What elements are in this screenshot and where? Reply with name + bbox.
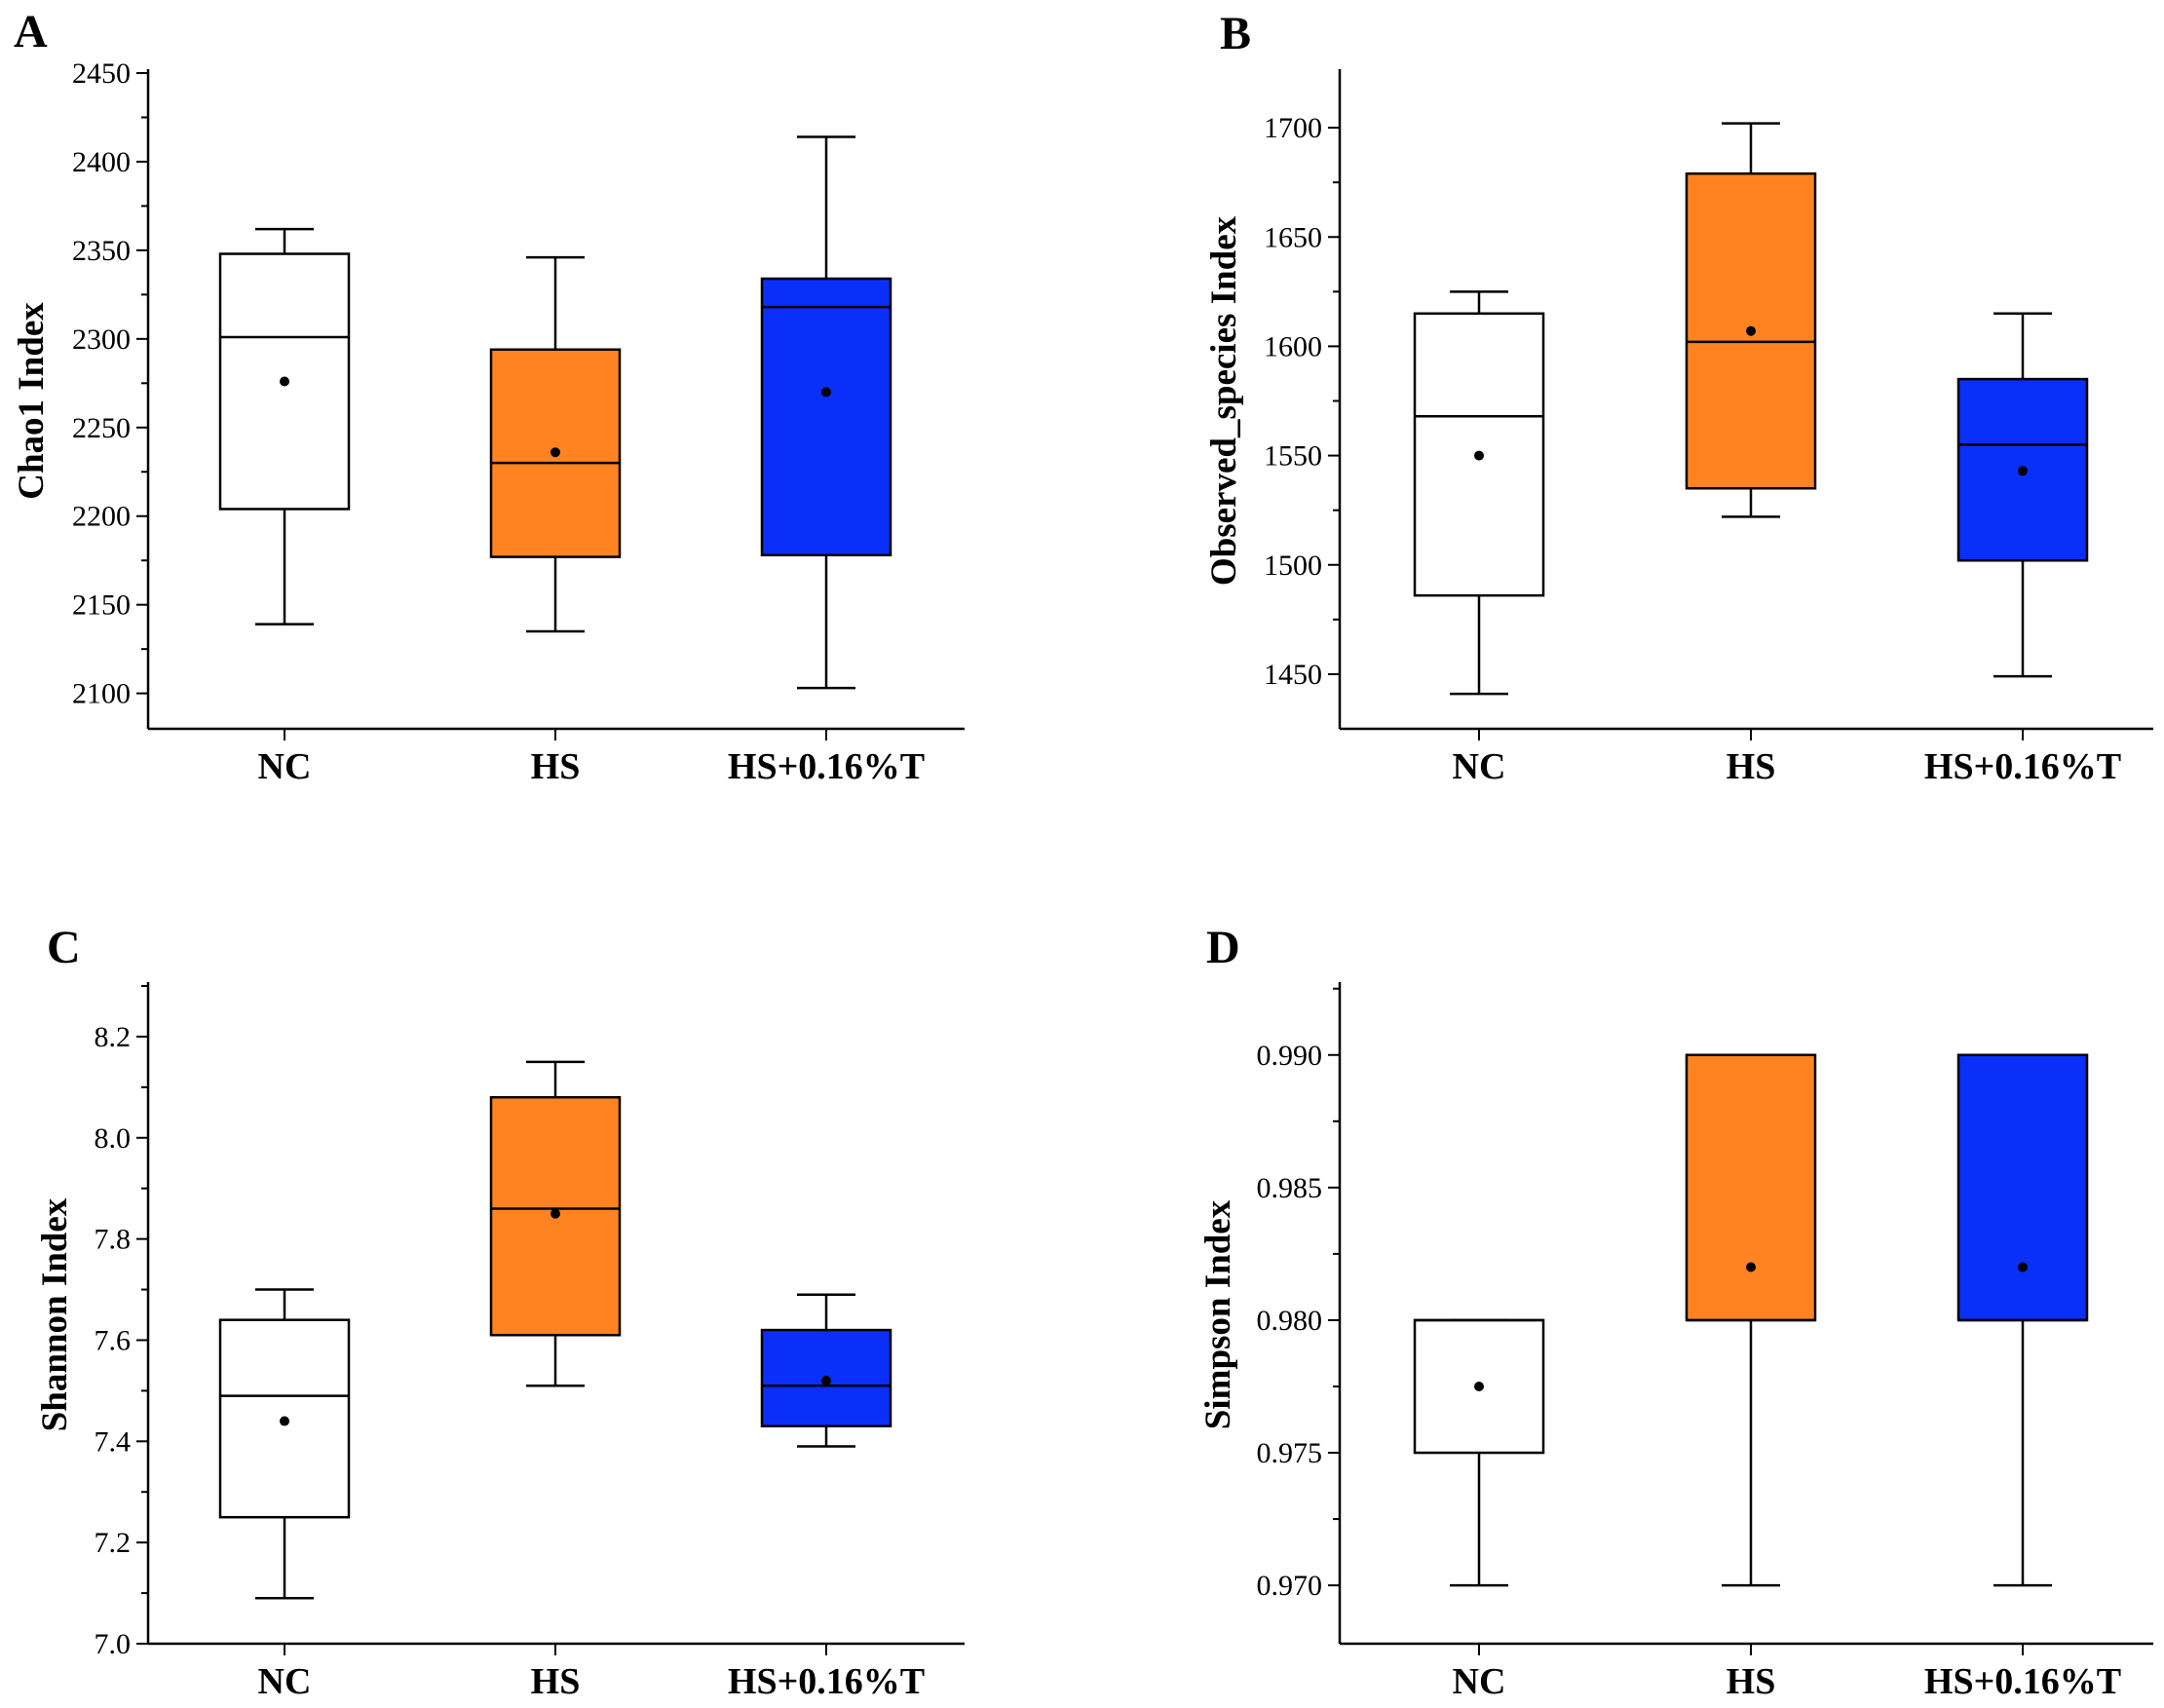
y-tick-label: 7.8 xyxy=(95,1224,132,1256)
y-axis-label: Shannon Index xyxy=(35,1197,75,1431)
y-tick-label: 2150 xyxy=(72,589,131,622)
y-tick-label: 0.980 xyxy=(1257,1305,1323,1337)
y-tick-label: 2300 xyxy=(72,323,131,356)
panel-b: B 1450 1500 1550 1600 1650 1700 Observed_specie… xyxy=(1204,8,2153,787)
box-hs-0-16-t xyxy=(1956,312,2089,678)
iqr-box xyxy=(760,277,892,556)
x-tick-label: HS xyxy=(1727,1661,1776,1702)
mean-point xyxy=(1474,450,1484,461)
box-hs xyxy=(489,1060,622,1387)
y-tick-label: 7.4 xyxy=(95,1425,132,1458)
mean-point xyxy=(1474,1381,1484,1391)
box-hs xyxy=(1685,122,1817,518)
box-nc xyxy=(1413,1318,1545,1587)
mean-point xyxy=(280,1416,289,1426)
y-tick-label: 1600 xyxy=(1264,330,1322,362)
mean-point xyxy=(2018,1262,2028,1272)
mean-point xyxy=(550,1208,560,1219)
y-tick-label: 0.970 xyxy=(1257,1570,1323,1602)
box-nc xyxy=(218,227,351,626)
y-tick-label: 2350 xyxy=(72,235,131,267)
x-tick-label: NC xyxy=(1453,1661,1506,1702)
iqr-box xyxy=(1685,1053,1817,1322)
x-tick-label: HS+0.16%T xyxy=(1924,746,2121,787)
iqr-box xyxy=(1956,1053,2089,1322)
y-axis-label: Chao1 Index xyxy=(12,302,52,500)
panel-c: C 7.0 7.2 7.4 7.6 7.8 8.0 8.2 Shannon Index NC HS H… xyxy=(35,922,965,1702)
x-tick-label: HS xyxy=(531,746,581,787)
mean-point xyxy=(821,1376,831,1385)
y-axis-label: Simpson Index xyxy=(1198,1199,1238,1429)
y-tick-label: 8.0 xyxy=(95,1122,132,1155)
x-tick-label: NC xyxy=(1453,746,1506,787)
x-tick-label: NC xyxy=(258,746,312,787)
mean-point xyxy=(2018,466,2028,476)
y-tick-label: 2200 xyxy=(72,501,131,533)
x-tick-label: HS xyxy=(1727,746,1776,787)
mean-point xyxy=(821,387,831,398)
panel-d: D 0.970 0.975 0.980 0.985 0.990 Simpson Index N… xyxy=(1198,922,2153,1702)
y-tick-label: 1650 xyxy=(1264,221,1322,253)
mean-point xyxy=(1746,325,1756,336)
y-tick-label: 0.985 xyxy=(1257,1172,1323,1204)
panel-letter: D xyxy=(1206,922,1240,973)
panel-letter: C xyxy=(47,922,81,973)
box-nc xyxy=(1413,290,1545,696)
y-tick-label: 1500 xyxy=(1264,550,1322,582)
box-hs-0-16-t xyxy=(760,135,892,690)
mean-point xyxy=(1746,1262,1756,1272)
box-hs-0-16-t xyxy=(1956,1053,2089,1587)
panel-letter: B xyxy=(1220,8,1251,59)
y-tick-label: 2250 xyxy=(72,412,131,444)
panel-letter: A xyxy=(14,6,48,57)
y-tick-label: 2400 xyxy=(72,146,131,178)
y-tick-label: 8.2 xyxy=(95,1021,132,1053)
box-hs-0-16-t xyxy=(760,1293,892,1448)
y-tick-label: 1700 xyxy=(1264,112,1322,144)
y-axis-label: Observed_species Index xyxy=(1204,215,1244,586)
mean-point xyxy=(280,376,289,387)
x-tick-label: NC xyxy=(258,1661,312,1702)
iqr-box xyxy=(489,1095,622,1337)
y-tick-label: 2100 xyxy=(72,678,131,710)
box-hs xyxy=(489,255,622,633)
y-tick-label: 0.990 xyxy=(1257,1040,1323,1072)
y-tick-label: 1550 xyxy=(1264,440,1322,473)
y-tick-label: 7.0 xyxy=(95,1628,132,1660)
y-tick-label: 2450 xyxy=(72,57,131,90)
y-tick-label: 7.2 xyxy=(95,1527,132,1559)
mean-point xyxy=(550,447,560,458)
box-hs xyxy=(1685,1053,1817,1587)
box-nc xyxy=(218,1288,351,1600)
x-tick-label: HS+0.16%T xyxy=(728,746,925,787)
y-tick-label: 1450 xyxy=(1264,659,1322,691)
y-tick-label: 7.6 xyxy=(95,1324,132,1356)
y-tick-label: 0.975 xyxy=(1257,1437,1323,1469)
x-tick-label: HS xyxy=(531,1661,581,1702)
x-tick-label: HS+0.16%T xyxy=(1924,1661,2121,1702)
x-tick-label: HS+0.16%T xyxy=(728,1661,925,1702)
panel-a: A 2100 2150 2200 2250 2300 2350 2400 2450 Chao1 I… xyxy=(12,6,965,787)
